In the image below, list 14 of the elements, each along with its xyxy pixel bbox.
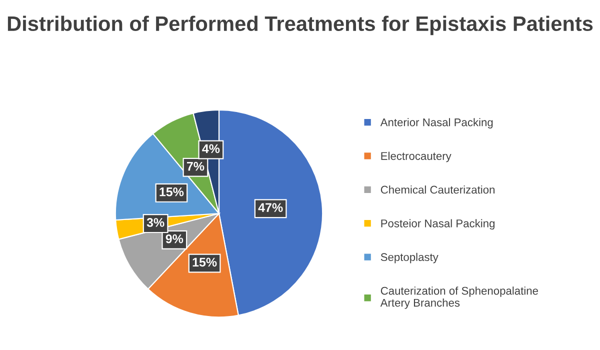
legend-label: Chemical Cauterization <box>380 185 494 194</box>
data-label: 7% <box>186 162 204 171</box>
data-label: 3% <box>146 218 164 227</box>
legend-label: Cauterization of Sphenopalatine Artery Branches <box>380 286 538 309</box>
legend-label: Posteior Nasal Packing <box>381 219 494 230</box>
data-label: 47% <box>258 203 283 212</box>
data-label: 9% <box>166 234 184 244</box>
data-label: 15% <box>160 187 184 196</box>
data-label: 15% <box>192 258 217 267</box>
legend-label: Anterior Nasal Packing <box>380 118 493 128</box>
legend-label: Septoplasty <box>380 252 438 264</box>
legend-label: Electrocautery <box>381 152 452 162</box>
data-label: 4% <box>202 144 220 154</box>
chart-title: Distribution of Performed Treatments for Epistaxis Patients <box>8 16 593 36</box>
